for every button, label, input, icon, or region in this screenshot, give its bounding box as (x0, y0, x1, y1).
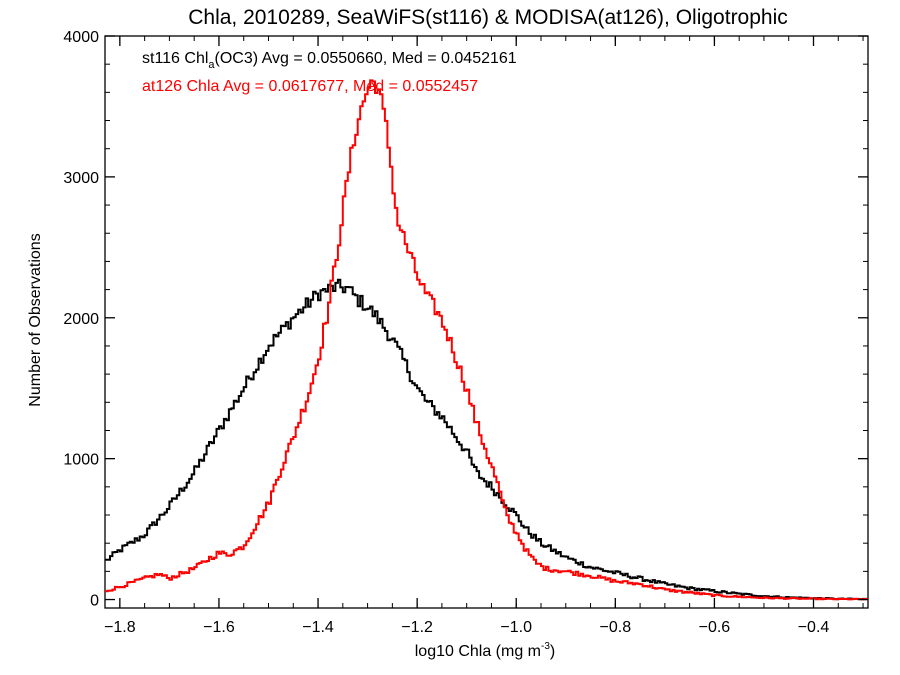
legend: st116 Chla(OC3) Avg = 0.0550660, Med = 0… (142, 50, 517, 95)
y-tick-label: 0 (90, 593, 99, 610)
legend-entry-at126: at126 Chla Avg = 0.0617677, Med = 0.0552… (142, 78, 478, 95)
axis-ticks: −1.8 −1.6 −1.4 −1.2 −1.0 −0.8 −0.6 −0.4 0 1000 200… (63, 29, 868, 636)
x-tick-label: −0.4 (798, 619, 830, 636)
series-line-st116 (105, 278, 868, 601)
y-tick-label: 2000 (63, 311, 99, 328)
y-tick-label: 1000 (63, 452, 99, 469)
plot-frame (104, 35, 869, 609)
x-tick-label: −1.6 (203, 619, 235, 636)
x-tick-label: −1.2 (401, 619, 433, 636)
x-tick-label: −0.6 (699, 619, 731, 636)
legend-entry-st116: st116 Chla(OC3) Avg = 0.0550660, Med = 0… (142, 50, 517, 71)
y-tick-label: 4000 (63, 29, 99, 46)
x-tick-label: −1.4 (302, 619, 334, 636)
x-axis-label: log10 Chla (mg m-3) (415, 641, 556, 660)
y-axis-label: Number of Observations (27, 233, 44, 406)
plot-area-border (104, 35, 869, 609)
chart-title: Chla, 2010289, SeaWiFS(st116) & MODISA(a… (188, 6, 788, 29)
x-tick-label: −1.0 (500, 619, 532, 636)
y-tick-label: 3000 (63, 170, 99, 187)
x-tick-label: −1.8 (104, 619, 136, 636)
series-line-at126 (105, 79, 868, 601)
series-layer (105, 79, 868, 601)
x-tick-label: −0.8 (600, 619, 632, 636)
